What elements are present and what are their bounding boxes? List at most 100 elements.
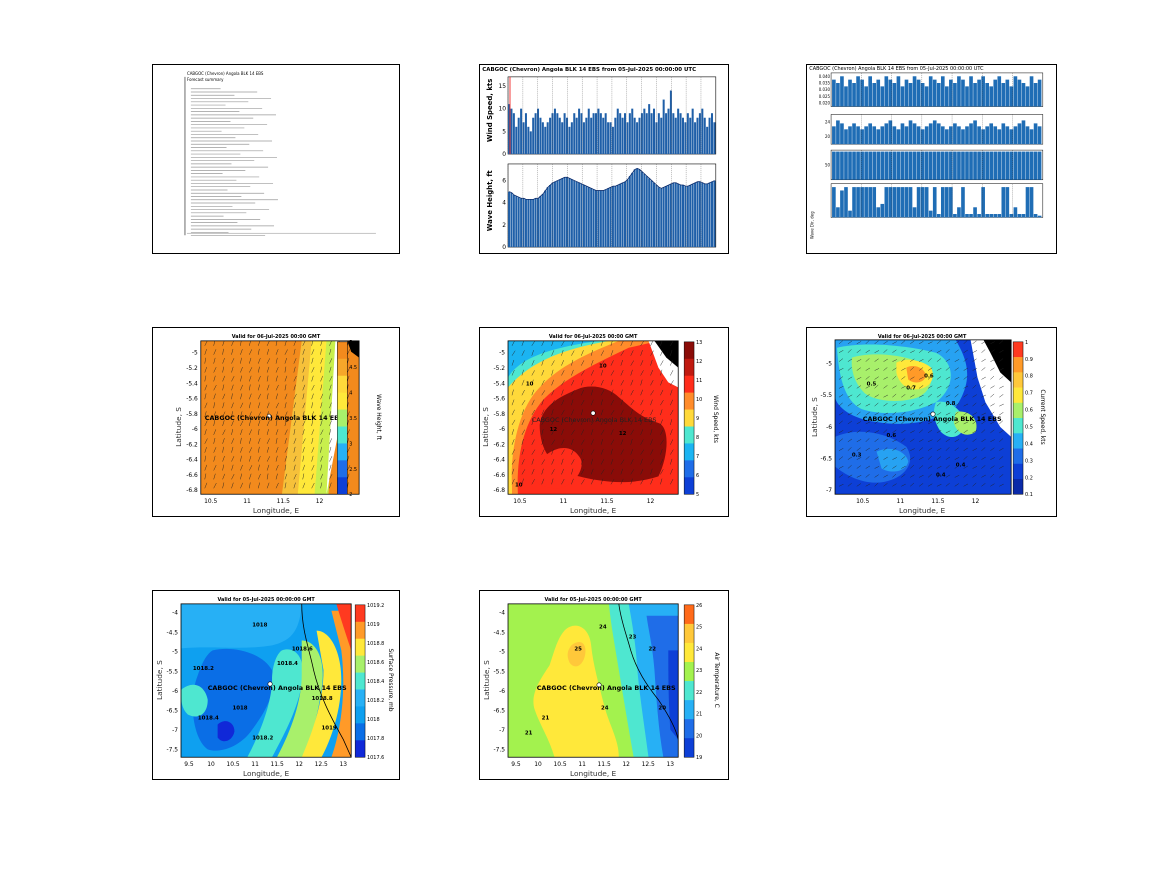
colorbar-swatch	[684, 426, 695, 444]
colorbar-tick: 3	[349, 441, 352, 447]
contour-label: 24	[599, 625, 607, 631]
y-tick-label: -4.5	[166, 629, 178, 636]
flow-arrow	[901, 430, 906, 434]
bar	[912, 207, 917, 218]
flow-arrow	[590, 458, 593, 465]
flow-arrow	[293, 420, 297, 427]
flow-arrow	[981, 394, 986, 398]
bar	[872, 83, 877, 107]
bar	[590, 117, 593, 155]
flow-arrow	[945, 447, 950, 451]
flow-arrow	[838, 420, 843, 425]
flow-arrow	[901, 438, 906, 442]
current-site-label: CABGOC (Chevron) Angola BLK 14 EBS	[863, 415, 1002, 423]
flow-arrow	[293, 411, 296, 418]
colorbar-tick: 1019.2	[367, 603, 384, 609]
flow-arrow	[231, 376, 235, 382]
x-tick-label: 10.5	[204, 498, 217, 505]
flow-arrow	[883, 385, 888, 389]
flow-arrow	[231, 402, 234, 409]
colorbar-swatch	[1013, 387, 1024, 404]
bar	[602, 117, 605, 155]
bar	[546, 187, 549, 248]
wave-ytick: 2	[502, 222, 506, 229]
bar	[961, 79, 965, 107]
bar	[840, 76, 844, 107]
bar	[1025, 126, 1030, 145]
flow-arrow	[954, 393, 959, 398]
flow-arrow	[945, 349, 950, 353]
current-ylabel-map: Latitude, S	[810, 397, 819, 437]
bar	[1013, 207, 1018, 218]
flow-arrow	[347, 349, 350, 355]
bar	[880, 151, 885, 180]
flow-arrow	[918, 367, 924, 371]
bar	[549, 185, 552, 248]
bar	[1009, 151, 1014, 180]
bar	[997, 129, 1002, 145]
flow-arrow	[284, 482, 287, 489]
flow-arrow	[213, 384, 217, 391]
flow-arrow	[284, 375, 288, 382]
x-tick-label: 12.5	[642, 761, 655, 768]
bar	[677, 108, 680, 155]
colorbar-tick: 1018.2	[367, 698, 384, 704]
bar	[1013, 151, 1018, 180]
bar	[864, 126, 868, 145]
bar	[936, 214, 941, 218]
bar	[679, 185, 682, 248]
bar	[896, 76, 901, 107]
flow-arrow	[581, 469, 585, 475]
flow-arrow	[883, 349, 888, 353]
flow-arrow	[927, 421, 933, 425]
bar	[949, 79, 953, 107]
bar	[949, 126, 953, 145]
flow-arrow	[581, 439, 585, 445]
flow-arrow	[521, 379, 525, 386]
colorbar-swatch	[337, 477, 348, 495]
x-tick-label: 13	[667, 761, 675, 768]
contour-label: 0.6	[886, 433, 896, 439]
flow-arrow	[204, 455, 206, 462]
flow-arrow	[571, 379, 575, 386]
bar	[1025, 151, 1030, 180]
flow-arrow	[910, 412, 915, 416]
flow-arrow	[630, 429, 634, 435]
bar	[677, 183, 680, 248]
flow-arrow	[311, 447, 315, 453]
flow-arrow	[293, 358, 297, 364]
site-marker	[930, 411, 936, 417]
flow-arrow	[999, 394, 1004, 398]
bar	[566, 117, 569, 155]
flow-arrow	[883, 340, 888, 345]
timeseries-title: CABGOC (Chevron) Angola BLK 14 EBS from …	[482, 67, 696, 73]
flow-arrow	[213, 482, 217, 489]
colorbar-swatch	[355, 689, 366, 707]
bar	[844, 129, 848, 145]
bar	[520, 108, 523, 155]
flow-arrow	[571, 429, 575, 435]
flow-arrow	[901, 367, 906, 371]
bar	[876, 79, 881, 107]
flow-arrow	[660, 350, 664, 356]
colorbar-swatch	[355, 706, 366, 724]
y-tick-label: -5.5	[820, 392, 832, 399]
flow-arrow	[541, 390, 546, 396]
flow-arrow	[249, 367, 253, 373]
flow-arrow	[204, 482, 208, 489]
x-tick-label: 10.5	[226, 761, 239, 768]
bar	[993, 79, 998, 107]
flow-arrow	[581, 389, 584, 396]
current-cbar-label: Current Speed, kts	[1039, 389, 1046, 444]
bar	[669, 90, 672, 155]
colorbar-tick: 0.1	[1025, 492, 1033, 498]
flow-arrow	[856, 341, 862, 345]
y-tick-label: -6.8	[186, 487, 198, 494]
flow-arrow	[293, 375, 297, 382]
flow-arrow	[329, 402, 332, 409]
flow-arrow	[610, 448, 613, 455]
flow-arrow	[293, 348, 296, 355]
colorbar-tick: 10	[696, 397, 702, 403]
flow-arrow	[981, 447, 986, 451]
flow-arrow	[284, 366, 287, 373]
